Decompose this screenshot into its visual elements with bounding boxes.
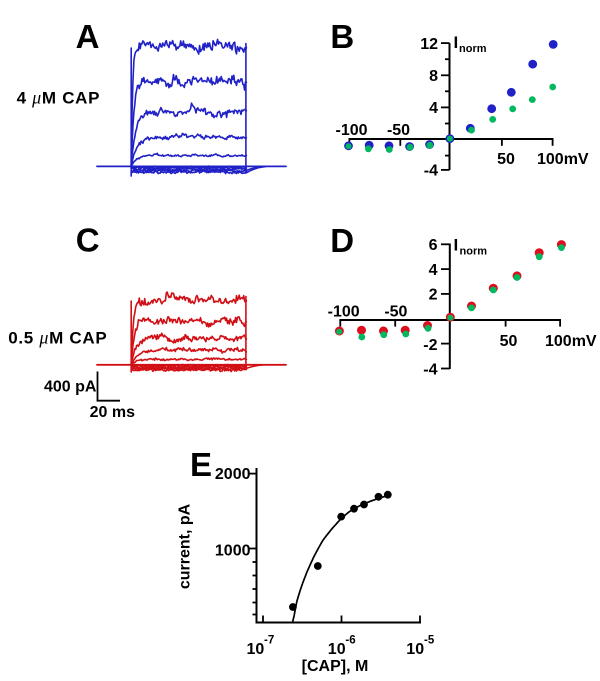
svg-text:C: C [76,222,100,259]
svg-text:10: 10 [406,641,424,658]
svg-text:10: 10 [247,641,265,658]
svg-text:6: 6 [429,237,438,254]
svg-text:2000: 2000 [215,466,251,483]
svg-text:400 pA: 400 pA [44,379,97,396]
svg-text:norm: norm [459,43,487,55]
svg-text:20 ms: 20 ms [90,404,135,421]
svg-text:100mV: 100mV [537,151,589,168]
svg-text:4: 4 [429,100,438,117]
svg-text:D: D [330,222,354,259]
svg-text:1000: 1000 [215,543,251,560]
svg-text:50: 50 [497,151,515,168]
svg-text:10: 10 [328,641,346,658]
svg-text:[CAP], M: [CAP], M [302,658,369,675]
svg-text:-50: -50 [387,122,410,139]
svg-text:-7: -7 [264,635,274,647]
svg-text:-5: -5 [424,635,435,647]
svg-text:norm: norm [460,246,488,258]
svg-text:B: B [330,18,354,55]
svg-text:-4: -4 [423,361,437,378]
svg-text:8: 8 [429,68,438,85]
svg-text:100mV: 100mV [545,333,597,350]
svg-text:-4: -4 [424,163,438,180]
svg-text:4: 4 [429,262,438,279]
svg-text:2: 2 [429,287,438,304]
svg-text:current, pA: current, pA [177,503,194,589]
svg-text:-2: -2 [423,337,437,354]
svg-text:12: 12 [420,36,438,53]
svg-text:-100: -100 [335,122,367,139]
svg-text:0.5 μM CAP: 0.5 μM CAP [8,328,107,348]
svg-text:E: E [190,446,212,483]
svg-text:-6: -6 [345,635,355,647]
svg-text:-50: -50 [384,304,407,321]
svg-text:50: 50 [500,333,518,350]
svg-text:-100: -100 [328,304,360,321]
svg-text:4 μM CAP: 4 μM CAP [17,87,101,107]
svg-text:A: A [76,18,100,55]
svg-text:I: I [454,236,459,255]
svg-text:I: I [454,33,459,52]
